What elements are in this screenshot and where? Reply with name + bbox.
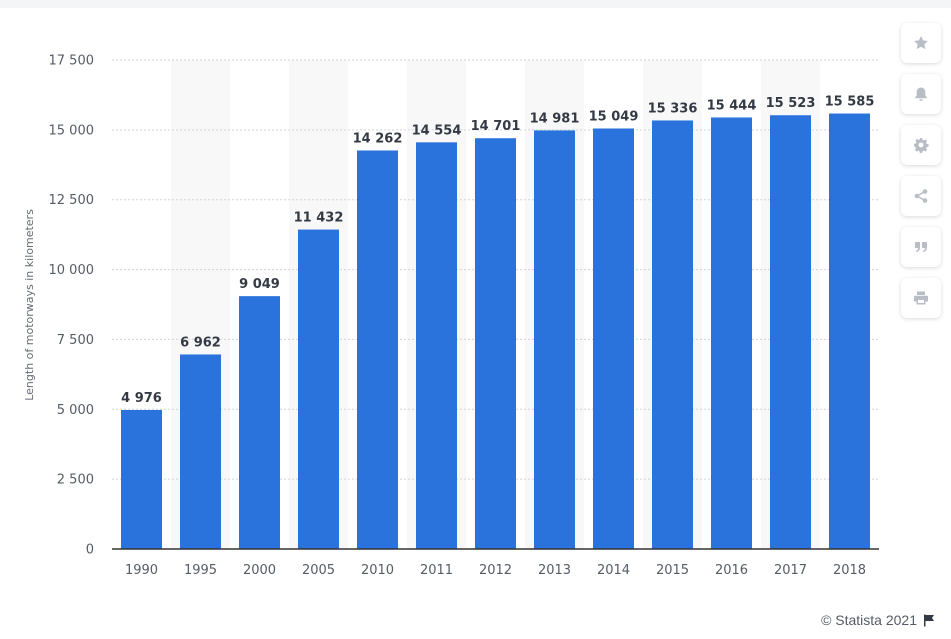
bar	[770, 115, 811, 549]
print-button[interactable]	[901, 278, 941, 318]
x-tick-label: 2011	[420, 563, 453, 578]
x-tick-label: 2013	[538, 563, 571, 578]
data-label: 15 585	[825, 95, 875, 110]
share-icon	[914, 189, 928, 203]
bar	[652, 120, 693, 549]
favorite-button[interactable]	[901, 23, 941, 63]
cite-button[interactable]	[901, 227, 941, 267]
y-tick-label: 10 000	[49, 263, 95, 278]
y-tick-label: 17 500	[49, 54, 95, 69]
bar	[593, 128, 634, 549]
bar	[298, 229, 339, 549]
data-label: 15 049	[589, 109, 639, 124]
bar	[239, 296, 280, 549]
y-tick-label: 5 000	[57, 403, 94, 418]
x-tick-label: 2014	[597, 563, 630, 578]
star-icon	[914, 36, 928, 50]
x-axis-ticks: 1990 1995 2000 2005 2010 2011 2012 2013 2014 2015…	[125, 563, 866, 578]
copyright-credit: © Statista 2021	[821, 612, 935, 628]
bar	[357, 150, 398, 549]
data-label: 11 432	[294, 211, 344, 226]
y-tick-label: 12 500	[49, 193, 95, 208]
data-label: 14 701	[471, 119, 521, 134]
notification-button[interactable]	[901, 74, 941, 114]
y-axis-ticks: 0 2 500 5 000 7 500 10 000 12 500 15 000 17 500	[49, 54, 95, 558]
bar	[829, 113, 870, 550]
bell-icon	[915, 87, 927, 101]
data-label: 6 962	[180, 335, 221, 350]
bar	[475, 138, 516, 550]
gear-icon	[914, 138, 929, 153]
quote-icon	[915, 242, 927, 252]
flag-icon[interactable]	[923, 614, 935, 627]
y-tick-label: 0	[86, 543, 94, 558]
data-label: 14 262	[353, 131, 403, 146]
credit-text: © Statista 2021	[821, 612, 917, 628]
x-tick-label: 2015	[656, 563, 689, 578]
bar	[416, 142, 457, 550]
y-axis-title: Length of motorways in kilometers	[23, 209, 36, 401]
data-label: 15 523	[766, 96, 816, 111]
y-tick-label: 7 500	[57, 333, 94, 348]
y-tick-label: 2 500	[57, 473, 94, 488]
chart-toolbar	[901, 23, 943, 329]
x-tick-label: 2016	[715, 563, 748, 578]
bar	[534, 130, 575, 549]
data-label: 4 976	[121, 391, 162, 406]
x-tick-label: 2000	[243, 563, 276, 578]
data-label: 15 336	[648, 101, 698, 116]
bar	[121, 409, 162, 549]
x-tick-label: 2005	[302, 563, 335, 578]
x-tick-label: 1990	[125, 563, 158, 578]
bar	[180, 354, 221, 549]
data-label: 14 981	[530, 111, 580, 126]
x-tick-label: 2017	[774, 563, 807, 578]
y-tick-label: 15 000	[49, 123, 95, 138]
x-tick-label: 2012	[479, 563, 512, 578]
x-tick-label: 2018	[833, 563, 866, 578]
print-icon	[914, 291, 928, 305]
top-strip	[0, 0, 951, 8]
x-tick-label: 1995	[184, 563, 217, 578]
bars	[121, 113, 870, 550]
data-label: 15 444	[707, 98, 757, 113]
x-tick-label: 2010	[361, 563, 394, 578]
data-label: 9 049	[239, 277, 280, 292]
data-labels: 4 976 6 962 9 049 11 432 14 262 14 554 14 701 1…	[121, 95, 874, 406]
bar	[711, 117, 752, 550]
share-button[interactable]	[901, 176, 941, 216]
data-label: 14 554	[412, 123, 462, 138]
settings-button[interactable]	[901, 125, 941, 165]
